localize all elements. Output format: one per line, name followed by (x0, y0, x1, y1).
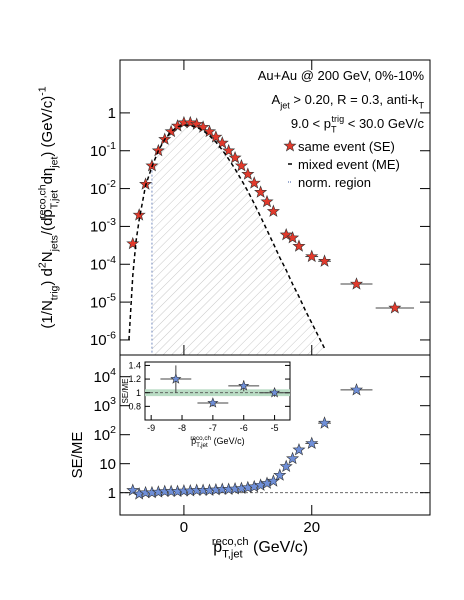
data-point (349, 383, 364, 396)
y-tick-label: 10-6 (90, 329, 116, 349)
data-point (183, 115, 197, 129)
legend-label: norm. region (298, 175, 371, 190)
y-tick-label: 1 (108, 105, 116, 122)
y-tick-label: 10 (99, 456, 116, 473)
y-tick-label: 1.4 (128, 361, 141, 371)
legend-label: mixed event (ME) (298, 157, 400, 172)
data-point (388, 301, 402, 314)
data-point (209, 130, 223, 143)
data-point (279, 227, 293, 241)
y-tick-label: 10-1 (90, 140, 116, 160)
y-axis-title: (1/Ntrig) d2Njets/(dpT,jetreco,chdηjet) … (36, 86, 60, 328)
y-tick-label: 1 (136, 388, 141, 398)
y-tick-label: 0.8 (128, 402, 141, 412)
legend-label: same event (SE) (298, 139, 395, 154)
x-tick-label: -9 (147, 423, 155, 433)
annotation: Au+Au @ 200 GeV, 0%-10% (258, 68, 425, 83)
data-point (266, 204, 280, 217)
y-tick-label: 102 (93, 424, 116, 444)
data-point (238, 380, 250, 391)
y-axis-title: SE/ME (121, 379, 130, 404)
x-tick-label: 20 (303, 519, 320, 536)
x-tick-label: -6 (240, 423, 248, 433)
y-tick-label: 10-2 (90, 178, 116, 198)
data-point (260, 194, 274, 208)
panel: 0.8 1 1.2 1.4 -9 -8 -7 -6 -5 SE/ME pT,jetreco,ch (… (121, 361, 291, 449)
x-axis-title: pT,jetreco,ch (GeV/c) (212, 536, 308, 561)
data-point (190, 117, 204, 130)
y-tick-label: 103 (93, 395, 116, 415)
data-point (202, 124, 217, 138)
x-tick-label: -8 (178, 423, 186, 433)
data-point (222, 143, 236, 157)
data-point (241, 167, 255, 180)
y-tick-label: 104 (93, 366, 116, 386)
panel: 1 10 102 103 104 0 20 SE/ME pT,jetreco,ch (GeV/c… (69, 60, 431, 561)
data-point (126, 236, 140, 250)
y-tick-label: 1 (108, 485, 116, 502)
y-axis-title: SE/ME (69, 432, 86, 479)
y-tick-label: 10-3 (90, 216, 116, 236)
data-point (151, 143, 165, 157)
data-point (215, 136, 229, 149)
data-point (279, 459, 293, 473)
x-axis-title: pT,jetreco,ch (GeV/c) (190, 435, 244, 449)
data-point (292, 239, 306, 252)
x-tick-label: 0 (180, 519, 188, 536)
legend-symbol (283, 139, 297, 152)
y-tick-label: 10-4 (90, 254, 116, 274)
data-point (273, 468, 287, 481)
data-point (286, 451, 300, 465)
data-point (305, 249, 319, 263)
norm-region-hatch (151, 124, 325, 355)
data-point (318, 254, 332, 267)
data-point (318, 416, 332, 429)
data-point (228, 150, 242, 164)
annotation: 9.0 < pTtrig < 30.0 GeV/c (291, 114, 425, 134)
data-point (126, 483, 140, 496)
data-point (196, 120, 210, 133)
y-tick-label: 10-5 (90, 292, 116, 312)
data-point (234, 158, 248, 172)
data-point (305, 436, 319, 449)
data-point (286, 230, 300, 244)
panel: 10-6 10-5 10-4 10-3 10-2 10-1 1 (1/Ntrig) d2Nje… (36, 59, 431, 356)
data-point (254, 185, 268, 198)
data-point (170, 373, 182, 384)
y-tick-label: 1.2 (128, 374, 141, 384)
data-point (247, 176, 261, 189)
data-point (207, 397, 219, 408)
x-tick-label: -5 (271, 423, 279, 433)
x-tick-label: -7 (209, 423, 217, 433)
annotation: Ajet > 0.20, R = 0.3, anti-kT (272, 92, 425, 111)
data-point (292, 442, 306, 456)
data-point (349, 277, 364, 290)
data-point (269, 386, 281, 398)
